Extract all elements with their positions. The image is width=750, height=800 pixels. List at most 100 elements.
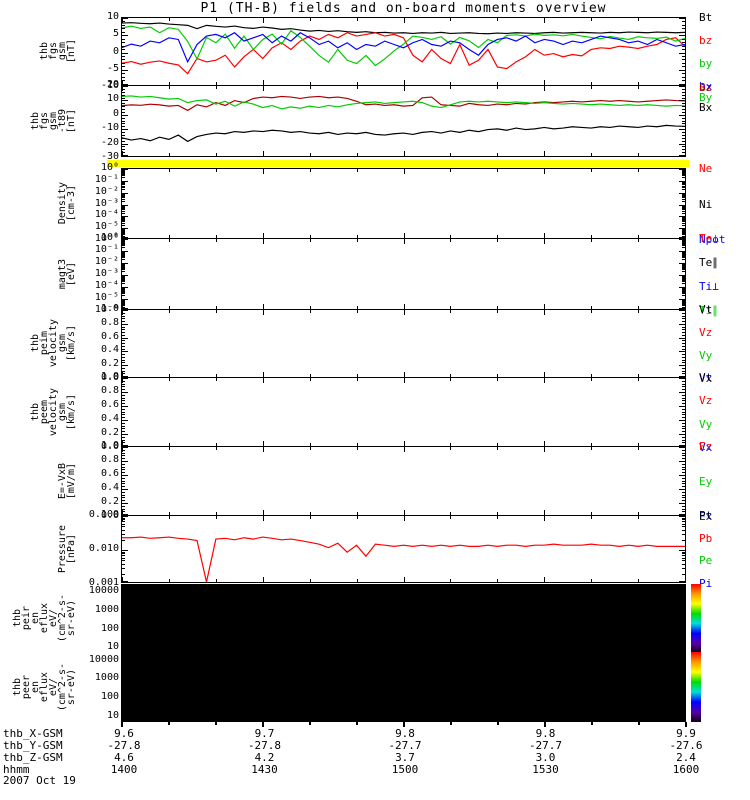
tick-mark — [682, 425, 685, 427]
ylabel-line: [nT] — [66, 108, 77, 134]
tick-mark — [682, 184, 685, 186]
tick-mark — [682, 370, 685, 372]
tick-mark — [682, 253, 685, 255]
tick-mark — [682, 555, 685, 557]
tick-mark — [122, 489, 128, 490]
tick-mark — [682, 275, 685, 277]
tick-mark — [682, 326, 685, 328]
axis-value: 1400 — [110, 763, 138, 776]
tick-mark — [122, 383, 125, 385]
tick-mark — [168, 374, 170, 377]
tick-mark — [262, 510, 264, 515]
y-tick-label: -30 — [100, 151, 119, 162]
tick-mark — [309, 443, 311, 446]
tick-mark — [122, 59, 125, 61]
tick-mark — [682, 386, 685, 388]
y-tick-label: 10⁻³ — [94, 268, 119, 279]
tick-mark — [682, 251, 685, 253]
tick-mark — [544, 169, 546, 174]
tick-mark — [682, 303, 685, 305]
tick-mark — [682, 218, 685, 220]
tick-mark — [356, 443, 358, 446]
tick-mark — [122, 100, 128, 102]
tick-mark — [122, 312, 125, 314]
tick-mark — [682, 354, 685, 356]
tick-mark — [122, 359, 125, 361]
tick-mark — [122, 183, 125, 185]
tick-mark — [122, 431, 125, 433]
tick-mark — [682, 263, 685, 265]
tick-mark — [122, 169, 125, 171]
tick-mark — [262, 80, 264, 85]
tick-mark — [682, 553, 685, 555]
tick-mark — [638, 153, 640, 156]
tick-mark — [122, 45, 125, 47]
tick-mark — [215, 82, 217, 85]
tick-mark — [682, 449, 685, 451]
tick-mark — [122, 218, 125, 220]
tick-mark — [682, 126, 685, 128]
tick-mark — [122, 289, 125, 291]
tick-mark — [679, 550, 685, 551]
tick-mark — [122, 290, 125, 292]
trace-pressure-Pb — [122, 536, 685, 582]
tick-mark — [450, 306, 452, 309]
tick-mark — [122, 204, 128, 206]
legend-Vy: Vy — [699, 349, 713, 362]
tick-mark — [122, 137, 125, 139]
tick-mark — [122, 229, 125, 231]
tick-mark — [122, 275, 125, 277]
tick-mark — [122, 38, 125, 40]
tick-mark — [682, 422, 685, 424]
tick-mark — [682, 359, 685, 361]
legend-Vt: Vt — [699, 371, 713, 384]
legend-bx: bx — [699, 80, 713, 93]
tick-mark — [122, 533, 125, 535]
tick-mark — [497, 306, 499, 309]
tick-mark — [122, 155, 128, 156]
tick-mark — [122, 436, 125, 438]
legend-Vx: Vx — [699, 441, 713, 454]
tick-mark — [122, 169, 123, 174]
tick-mark — [682, 177, 685, 179]
tick-mark — [682, 265, 685, 267]
tick-mark — [356, 235, 358, 238]
y-tick-label: 100 — [100, 691, 119, 703]
tick-mark — [679, 35, 685, 37]
tick-mark — [682, 436, 685, 438]
tick-mark — [122, 508, 125, 510]
tick-mark — [682, 517, 685, 519]
panel-pressure-ylabel: Pressure [nPa] — [12, 515, 77, 583]
tick-mark — [682, 356, 685, 358]
tick-mark — [679, 308, 685, 309]
tick-mark — [679, 263, 685, 264]
tick-mark — [682, 397, 685, 399]
y-tick-label: 10 — [106, 710, 119, 722]
tick-mark — [122, 86, 128, 87]
tick-mark — [403, 80, 405, 85]
tick-mark — [122, 295, 125, 297]
tick-mark — [122, 73, 125, 75]
tick-mark — [122, 52, 128, 54]
tick-mark — [682, 254, 685, 256]
tick-mark — [122, 425, 125, 427]
tick-mark — [682, 205, 685, 207]
tick-mark — [682, 218, 685, 220]
tick-mark — [122, 251, 128, 252]
tick-mark — [122, 267, 125, 269]
y-tick-label: 10⁻⁴ — [94, 280, 119, 291]
legend-Bx: Bx — [699, 101, 713, 115]
tick-mark — [168, 579, 170, 582]
tick-mark — [122, 207, 125, 209]
tick-mark — [122, 189, 125, 191]
axis-value: 9.7 — [254, 727, 275, 740]
tick-mark — [682, 123, 685, 125]
tick-mark — [168, 235, 170, 238]
panel-peer-ylabel: thb peer en eflux eV/(cm^2-s-sr-eV) — [12, 652, 77, 722]
tick-mark — [122, 458, 125, 460]
tick-mark — [122, 240, 125, 242]
tick-mark — [122, 299, 125, 301]
tick-mark — [122, 193, 125, 195]
tick-mark — [122, 519, 125, 521]
tick-mark — [682, 291, 685, 293]
